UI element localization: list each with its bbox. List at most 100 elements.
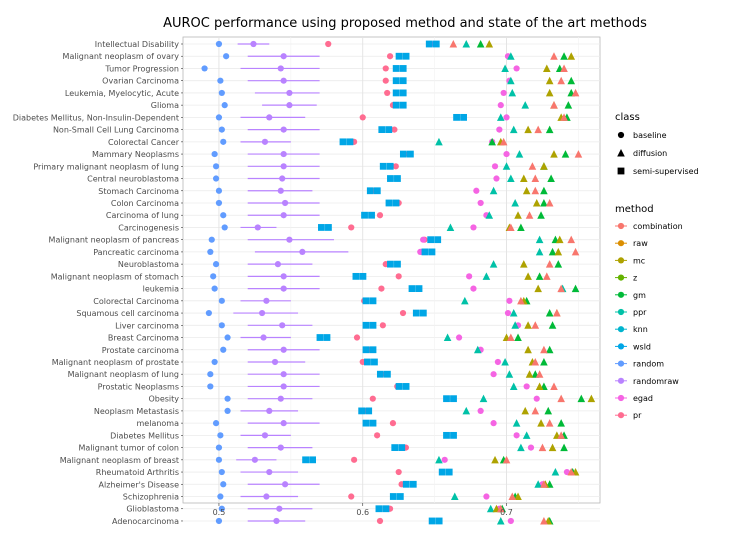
category-label: Neoplasm Metastasis — [94, 407, 179, 416]
category-label: Diabetes Mellitus, Non-Insulin-Dependent — [13, 113, 179, 122]
mc-point — [524, 321, 532, 329]
category-label: Obesity — [148, 395, 179, 404]
wsld-point — [371, 358, 378, 366]
random-point — [220, 481, 227, 488]
random-point — [207, 383, 214, 390]
wsld-point — [392, 89, 400, 97]
combination-point — [528, 162, 537, 170]
pr-point — [389, 420, 397, 427]
random-point — [212, 261, 220, 268]
ppr-point — [489, 186, 498, 195]
egad-point — [504, 309, 512, 317]
mc-point — [514, 492, 522, 501]
random-point — [224, 334, 231, 341]
egad-point — [493, 175, 500, 182]
ppr-point — [501, 357, 509, 366]
random-point — [215, 444, 223, 451]
wsld-point — [443, 431, 450, 439]
egad-point — [473, 187, 480, 194]
pr-point — [353, 334, 361, 341]
combination-point — [540, 480, 548, 488]
wsld-point — [445, 468, 453, 476]
wsld-point — [389, 493, 397, 500]
randomraw-point — [261, 138, 269, 145]
random-point — [221, 102, 228, 109]
gm-point — [561, 150, 570, 158]
mc-point — [545, 76, 554, 85]
combination-point — [557, 284, 565, 293]
random-point — [207, 248, 214, 256]
combination-point — [517, 296, 525, 305]
category-label: Carcinoma of lung — [106, 211, 179, 220]
ppr-point — [511, 321, 519, 329]
wsld-point — [394, 175, 401, 182]
legend-label: ppr — [633, 308, 647, 317]
wsld-point — [383, 370, 391, 378]
pr-point — [384, 89, 391, 97]
wsld-point — [369, 321, 377, 329]
combination-point — [542, 272, 551, 280]
ppr-point — [535, 247, 544, 256]
mc-point — [514, 211, 522, 219]
ppr-point — [522, 431, 531, 439]
randomraw-point — [299, 248, 306, 256]
wsld-point — [358, 407, 366, 415]
wsld-point — [323, 334, 331, 341]
gm-point — [540, 357, 548, 366]
combination-point — [531, 186, 540, 195]
ppr-point — [509, 309, 518, 317]
random-point — [212, 163, 220, 170]
egad-point — [470, 285, 477, 292]
category-label: Malignant tumor of colon — [78, 444, 179, 453]
category-label: Prostate carcinoma — [102, 346, 179, 355]
pr-point — [386, 53, 394, 60]
randomraw-point — [254, 224, 261, 231]
ppr-point — [501, 64, 509, 72]
mc-point — [540, 162, 548, 170]
randomraw-point — [276, 505, 283, 512]
random-point — [218, 322, 225, 329]
ppr-point — [446, 223, 455, 231]
egad-point — [507, 517, 514, 525]
randomraw-point — [280, 383, 287, 390]
mc-point — [587, 394, 596, 403]
mc-point — [535, 382, 544, 390]
pr-point — [351, 456, 358, 463]
legend-key-dot — [617, 308, 625, 316]
category-label: Malignant neoplasm of breast — [60, 456, 179, 465]
wsld-point — [425, 40, 433, 48]
wsld-point — [450, 395, 457, 403]
wsld-point — [369, 346, 377, 354]
data-points — [201, 40, 596, 525]
legend-label: pr — [633, 411, 642, 420]
category-label: Non-Small Cell Lung Carcinoma — [53, 126, 179, 135]
legend-key-dot — [617, 343, 625, 350]
pr-point — [395, 468, 402, 476]
random-point — [215, 114, 223, 121]
randomraw-point — [280, 273, 287, 280]
ppr-point — [502, 162, 511, 170]
mc-point — [524, 345, 532, 354]
legend-label: z — [633, 274, 637, 283]
randomraw-point — [280, 150, 287, 158]
wsld-point — [402, 480, 410, 488]
pr-point — [382, 65, 389, 72]
category-label: Neuroblastoma — [118, 260, 179, 269]
wsld-point — [398, 444, 406, 451]
ppr-point — [461, 296, 469, 305]
category-label: Malignant neoplasm of ovary — [63, 52, 180, 61]
random-point — [223, 53, 230, 60]
randomraw-point — [277, 187, 284, 194]
wsld-point — [318, 224, 325, 231]
category-label: Malignant neoplasm of stomach — [51, 272, 179, 281]
category-label: Ovarian Carcinoma — [102, 77, 179, 86]
category-label: Central neuroblastoma — [87, 175, 179, 184]
randomraw-point — [277, 65, 284, 72]
gm-point — [560, 443, 568, 452]
category-label: Glioblastoma — [126, 505, 179, 514]
ppr-point — [496, 516, 505, 525]
egad-point — [503, 114, 510, 121]
mc-point — [545, 88, 554, 97]
wsld-point — [406, 150, 414, 158]
pr-point — [348, 493, 355, 500]
